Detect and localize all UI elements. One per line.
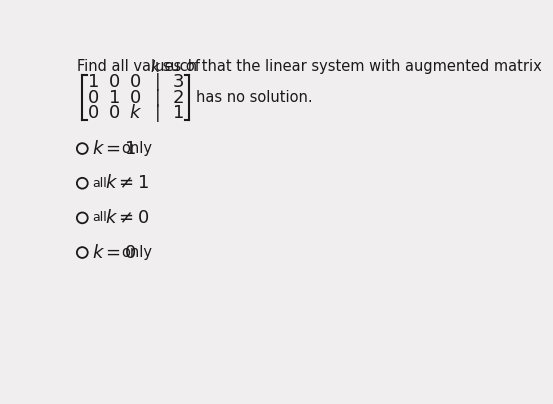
Text: Find all values of: Find all values of [77, 59, 205, 74]
Text: 0: 0 [109, 74, 121, 91]
Text: 1: 1 [109, 89, 121, 107]
Text: $k$: $k$ [150, 59, 162, 75]
Text: only: only [121, 245, 152, 260]
Text: 0: 0 [88, 104, 100, 122]
Text: all: all [92, 211, 107, 224]
Text: 0: 0 [109, 104, 121, 122]
Text: 0: 0 [130, 74, 142, 91]
Text: $k$: $k$ [129, 104, 142, 122]
Text: 1: 1 [173, 104, 184, 122]
Text: $k \neq 1$: $k \neq 1$ [105, 174, 149, 192]
Text: such that the linear system with augmented matrix: such that the linear system with augment… [158, 59, 542, 74]
Text: |: | [155, 89, 160, 107]
Text: $k = 1$: $k = 1$ [92, 139, 137, 158]
Text: has no solution.: has no solution. [196, 90, 313, 105]
Text: 3: 3 [173, 74, 184, 91]
Text: |: | [155, 104, 160, 122]
Text: $k = 0$: $k = 0$ [92, 244, 137, 261]
Text: 0: 0 [88, 89, 100, 107]
Text: 2: 2 [173, 89, 184, 107]
Text: 1: 1 [88, 74, 100, 91]
Text: all: all [92, 177, 107, 190]
Text: only: only [121, 141, 152, 156]
Text: |: | [155, 74, 160, 91]
Text: $k \neq 0$: $k \neq 0$ [105, 209, 149, 227]
Text: 0: 0 [130, 89, 142, 107]
